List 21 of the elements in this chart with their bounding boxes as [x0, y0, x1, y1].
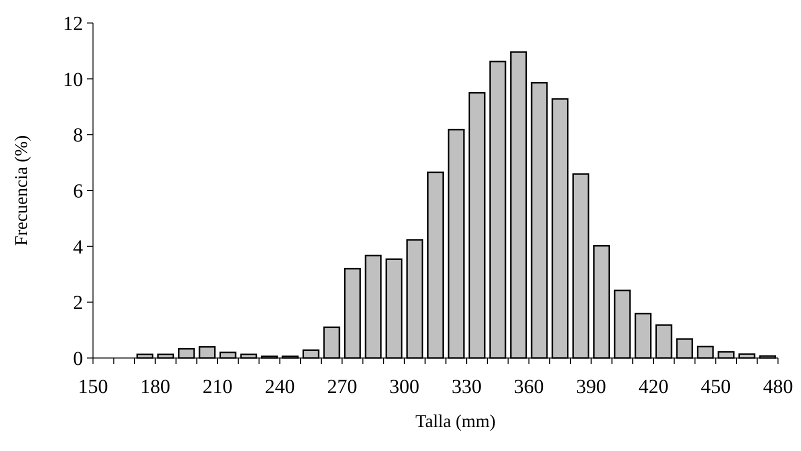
- y-tick-label: 12: [63, 13, 83, 35]
- y-axis-title: Frecuencia (%): [11, 135, 31, 246]
- x-tick-label: 390: [576, 376, 606, 398]
- x-tick-label: 180: [140, 376, 170, 398]
- x-tick-label: 480: [763, 376, 793, 398]
- x-tick-label: 270: [327, 376, 358, 398]
- x-tick-label: 300: [389, 376, 420, 398]
- y-tick-label: 0: [73, 348, 83, 370]
- y-tick-label: 2: [73, 292, 83, 314]
- y-tick-label: 6: [73, 180, 83, 202]
- x-tick-label: 240: [264, 376, 295, 398]
- x-tick-label: 330: [452, 376, 482, 398]
- x-axis-title: Talla (mm): [415, 411, 496, 431]
- y-tick-label: 10: [63, 68, 83, 91]
- y-tick-label: 4: [73, 236, 83, 258]
- x-tick-label: 210: [202, 376, 233, 398]
- x-tick-label: 360: [514, 376, 544, 398]
- y-tick-label: 8: [73, 124, 83, 147]
- x-tick-label: 150: [78, 376, 108, 398]
- x-tick-label: 450: [700, 376, 731, 398]
- x-tick-label: 420: [638, 376, 668, 398]
